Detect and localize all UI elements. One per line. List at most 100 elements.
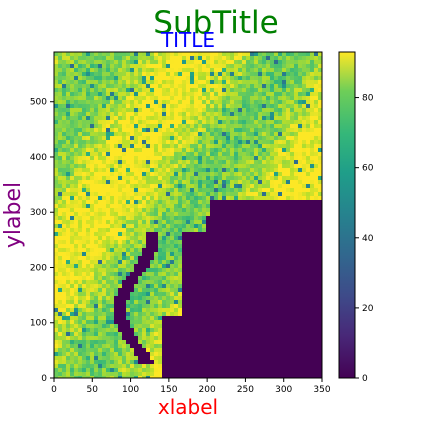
raster-cell bbox=[174, 164, 178, 168]
raster-cell bbox=[282, 196, 286, 200]
raster-cell bbox=[202, 112, 206, 116]
raster-cell bbox=[74, 188, 78, 192]
raster-cell bbox=[142, 308, 146, 312]
raster-cell bbox=[258, 112, 262, 116]
raster-cell bbox=[254, 164, 258, 168]
raster-cell bbox=[74, 136, 78, 140]
raster-cell bbox=[66, 296, 70, 300]
raster-cell bbox=[66, 60, 70, 64]
raster-cell bbox=[186, 108, 190, 112]
raster-cell bbox=[162, 112, 166, 116]
raster-cell bbox=[262, 344, 266, 348]
raster-cell bbox=[206, 300, 210, 304]
raster-cell bbox=[94, 124, 98, 128]
raster-cell bbox=[250, 232, 254, 236]
raster-cell bbox=[230, 180, 234, 184]
raster-cell bbox=[202, 172, 206, 176]
raster-cell bbox=[266, 116, 270, 120]
raster-cell bbox=[178, 140, 182, 144]
raster-cell bbox=[282, 64, 286, 68]
raster-cell bbox=[142, 232, 146, 236]
raster-cell bbox=[190, 304, 194, 308]
raster-cell bbox=[278, 84, 282, 88]
raster-cell bbox=[134, 312, 138, 316]
raster-cell bbox=[146, 180, 150, 184]
raster-cell bbox=[150, 260, 154, 264]
raster-cell bbox=[214, 100, 218, 104]
raster-cell bbox=[130, 172, 134, 176]
raster-cell bbox=[298, 184, 302, 188]
raster-cell bbox=[138, 96, 142, 100]
raster-cell bbox=[290, 248, 294, 252]
raster-cell bbox=[274, 88, 278, 92]
raster-cell bbox=[130, 304, 134, 308]
raster-cell bbox=[226, 296, 230, 300]
raster-cell bbox=[182, 132, 186, 136]
raster-cell bbox=[194, 128, 198, 132]
raster-cell bbox=[242, 256, 246, 260]
raster-cell bbox=[258, 52, 262, 56]
raster-cell bbox=[114, 308, 118, 312]
raster-cell bbox=[210, 164, 214, 168]
raster-cell bbox=[302, 320, 306, 324]
raster-cell bbox=[130, 84, 134, 88]
raster-cell bbox=[130, 276, 134, 280]
raster-cell bbox=[166, 236, 170, 240]
raster-cell bbox=[302, 200, 306, 204]
raster-cell bbox=[246, 228, 250, 232]
raster-cell bbox=[246, 208, 250, 212]
raster-cell bbox=[102, 108, 106, 112]
raster-cell bbox=[262, 92, 266, 96]
raster-cell bbox=[178, 68, 182, 72]
raster-cell bbox=[190, 280, 194, 284]
raster-cell bbox=[210, 136, 214, 140]
raster-cell bbox=[74, 160, 78, 164]
raster-cell bbox=[270, 96, 274, 100]
raster-cell bbox=[278, 316, 282, 320]
raster-cell bbox=[198, 284, 202, 288]
raster-cell bbox=[102, 308, 106, 312]
raster-cell bbox=[206, 84, 210, 88]
raster-cell bbox=[266, 224, 270, 228]
raster-cell bbox=[302, 336, 306, 340]
raster-cell bbox=[218, 284, 222, 288]
raster-cell bbox=[138, 316, 142, 320]
raster-cell bbox=[274, 232, 278, 236]
raster-cell bbox=[58, 200, 62, 204]
raster-cell bbox=[126, 128, 130, 132]
raster-cell bbox=[310, 308, 314, 312]
raster-cell bbox=[226, 344, 230, 348]
raster-cell bbox=[238, 260, 242, 264]
raster-cell bbox=[310, 220, 314, 224]
raster-cell bbox=[302, 276, 306, 280]
raster-cell bbox=[98, 296, 102, 300]
raster-cell bbox=[254, 160, 258, 164]
raster-cell bbox=[306, 60, 310, 64]
raster-cell bbox=[250, 100, 254, 104]
raster-cell bbox=[70, 124, 74, 128]
raster-cell bbox=[246, 252, 250, 256]
raster-cell bbox=[174, 60, 178, 64]
raster-cell bbox=[202, 280, 206, 284]
raster-cell bbox=[302, 128, 306, 132]
raster-cell bbox=[186, 232, 190, 236]
raster-cell bbox=[74, 156, 78, 160]
raster-cell bbox=[302, 292, 306, 296]
raster-cell bbox=[106, 204, 110, 208]
raster-cell bbox=[250, 344, 254, 348]
raster-cell bbox=[294, 136, 298, 140]
raster-cell bbox=[86, 180, 90, 184]
raster-cell bbox=[202, 120, 206, 124]
raster-cell bbox=[198, 200, 202, 204]
raster-cell bbox=[242, 292, 246, 296]
raster-cell bbox=[162, 80, 166, 84]
raster-cell bbox=[278, 132, 282, 136]
raster-cell bbox=[278, 136, 282, 140]
raster-cell bbox=[102, 268, 106, 272]
raster-cell bbox=[174, 104, 178, 108]
raster-cell bbox=[130, 220, 134, 224]
raster-cell bbox=[110, 296, 114, 300]
raster-cell bbox=[82, 312, 86, 316]
raster-cell bbox=[218, 100, 222, 104]
raster-cell bbox=[114, 204, 118, 208]
